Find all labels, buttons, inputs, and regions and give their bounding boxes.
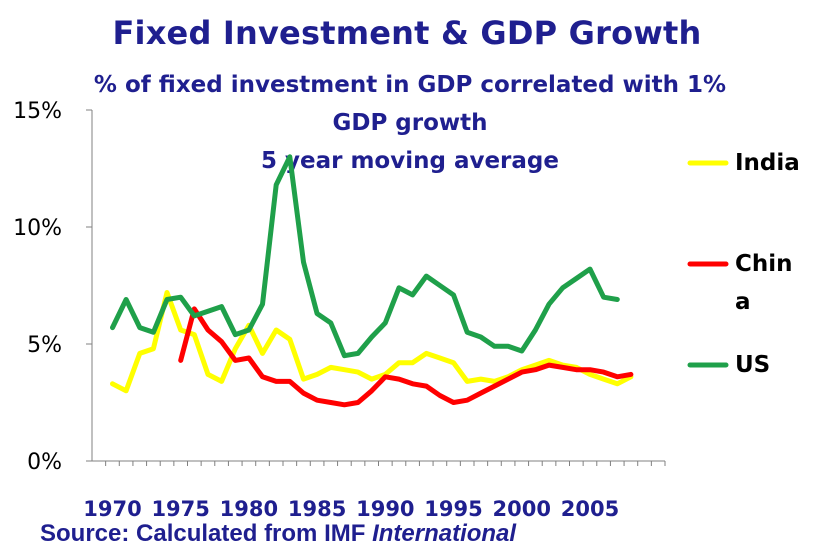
x-tick-label: 1980 — [220, 497, 278, 521]
x-tick-label: 1975 — [151, 497, 209, 521]
y-tick-label: 0% — [27, 450, 62, 475]
subtitle-line-3: 5 year moving average — [260, 148, 559, 174]
x-tick-label: 1990 — [356, 497, 414, 521]
series-line-india — [110, 290, 634, 394]
subtitle-line-2: GDP growth — [332, 110, 488, 136]
x-tick-label: 2005 — [561, 497, 619, 521]
subtitle-line-1: % of fixed investment in GDP correlated … — [93, 72, 727, 98]
legend-label-china-line-1: Chin — [735, 251, 793, 277]
x-tick-label: 1985 — [288, 497, 346, 521]
y-tick-label: 15% — [13, 99, 62, 124]
x-tick-label: 1995 — [424, 497, 482, 521]
legend-label-china-line-2: a — [735, 289, 751, 315]
series-line-china — [178, 306, 634, 408]
x-tick-label: 2000 — [493, 497, 551, 521]
legend-label-india: India — [735, 150, 800, 176]
series-line-us — [110, 154, 620, 359]
legend-label-us: US — [735, 352, 771, 378]
chart-title: Fixed Investment & GDP Growth — [112, 14, 702, 52]
chart-subtitle: % of fixed investment in GDP correlated … — [60, 66, 760, 180]
source-note: Source: Calculated from IMF Internationa… — [40, 520, 516, 548]
source-italic-text: International — [372, 520, 517, 547]
y-tick-label: 5% — [27, 333, 62, 358]
legend-label-china: Chin a — [735, 245, 793, 321]
y-tick-label: 10% — [13, 216, 62, 241]
x-tick-label: 1970 — [83, 497, 141, 521]
source-text: Source: Calculated from IMF — [40, 520, 373, 547]
